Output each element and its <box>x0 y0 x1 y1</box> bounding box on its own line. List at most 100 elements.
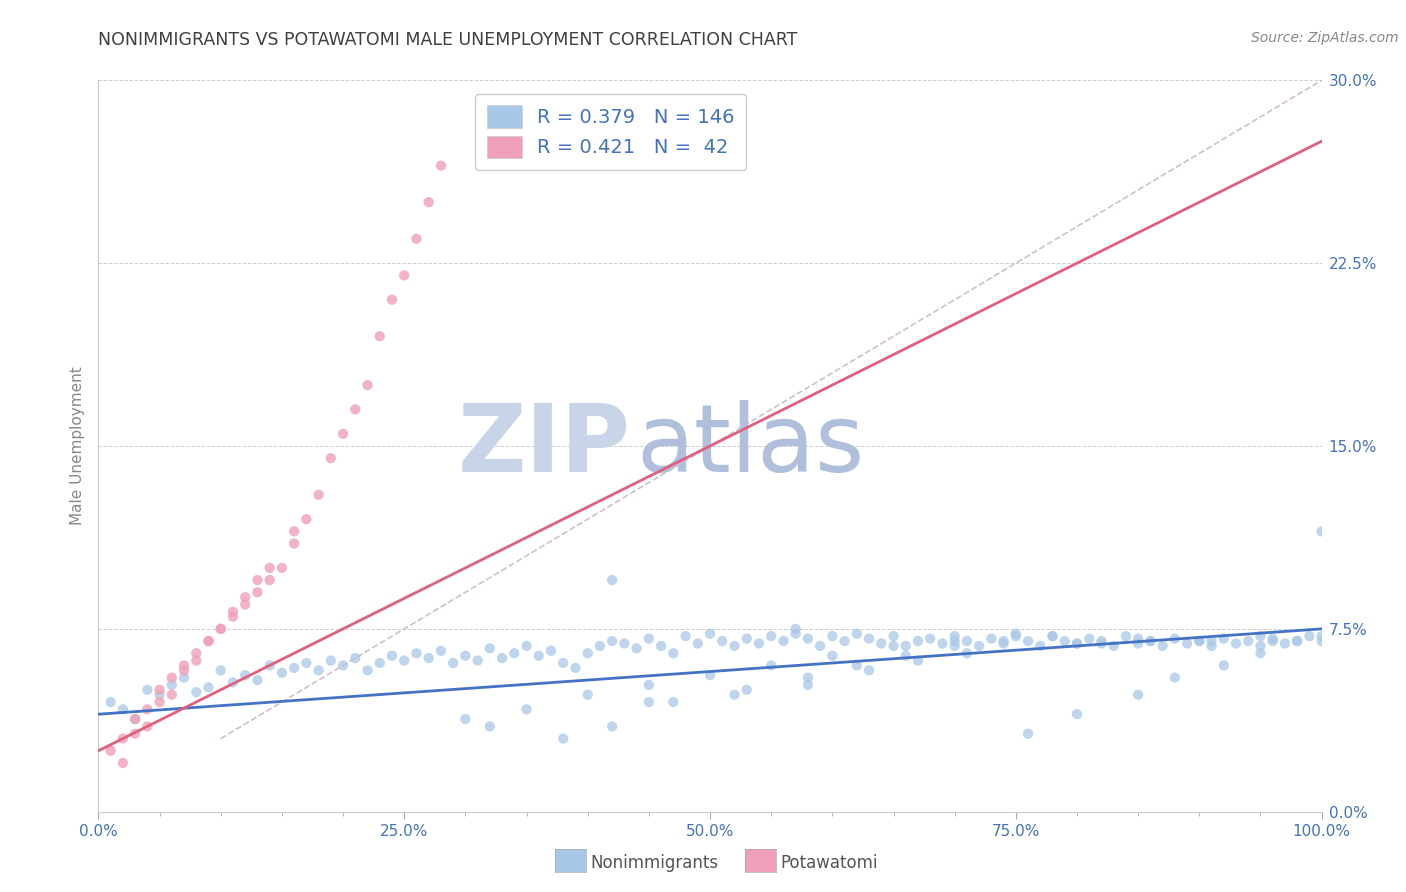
Point <box>368 656 391 670</box>
Text: Nonimmigrants: Nonimmigrants <box>591 854 718 871</box>
Point <box>233 668 256 682</box>
Point <box>845 658 868 673</box>
Point <box>699 668 721 682</box>
Point <box>1029 639 1052 653</box>
Point <box>233 598 256 612</box>
Point <box>1212 632 1234 646</box>
Point <box>894 639 917 653</box>
Point <box>197 681 219 695</box>
Point <box>1250 646 1272 660</box>
Point <box>111 731 134 746</box>
Point <box>967 639 990 653</box>
Point <box>418 195 440 210</box>
Point <box>1017 727 1039 741</box>
Point <box>1152 639 1174 653</box>
Point <box>1042 629 1064 643</box>
Point <box>907 654 929 668</box>
Point <box>149 695 172 709</box>
Point <box>149 682 172 697</box>
Point <box>100 695 122 709</box>
Point <box>136 702 159 716</box>
Point <box>1066 636 1088 650</box>
Point <box>516 639 538 653</box>
Point <box>686 636 709 650</box>
Point <box>1250 639 1272 653</box>
Point <box>858 632 880 646</box>
Point <box>1115 629 1137 643</box>
Point <box>553 656 575 670</box>
Point <box>392 654 416 668</box>
Point <box>1188 634 1211 648</box>
Point <box>600 573 623 587</box>
Point <box>564 661 586 675</box>
Point <box>124 712 146 726</box>
Point <box>283 661 305 675</box>
Point <box>711 634 734 648</box>
Point <box>662 646 685 660</box>
Point <box>111 756 134 770</box>
Point <box>1201 639 1223 653</box>
Point <box>821 648 844 663</box>
Point <box>1237 634 1260 648</box>
Point <box>319 451 342 466</box>
Point <box>246 573 269 587</box>
Point <box>1286 634 1309 648</box>
Point <box>270 561 294 575</box>
Point <box>761 658 783 673</box>
Point <box>478 719 501 733</box>
Point <box>943 639 966 653</box>
Point <box>993 634 1015 648</box>
Point <box>160 688 183 702</box>
Point <box>259 658 281 673</box>
Point <box>931 636 953 650</box>
Point <box>283 524 305 539</box>
Point <box>883 639 905 653</box>
Point <box>430 159 453 173</box>
Point <box>259 573 281 587</box>
Text: NONIMMIGRANTS VS POTAWATOMI MALE UNEMPLOYMENT CORRELATION CHART: NONIMMIGRANTS VS POTAWATOMI MALE UNEMPLO… <box>98 31 797 49</box>
Point <box>332 658 354 673</box>
Point <box>186 685 208 699</box>
Point <box>600 634 623 648</box>
Point <box>870 636 893 650</box>
Point <box>259 561 281 575</box>
Point <box>735 682 758 697</box>
Point <box>173 658 195 673</box>
Point <box>589 639 612 653</box>
Point <box>980 632 1002 646</box>
Point <box>1261 632 1284 646</box>
Point <box>993 636 1015 650</box>
Point <box>344 402 367 417</box>
Point <box>613 636 636 650</box>
Point <box>1164 632 1187 646</box>
Point <box>1017 634 1039 648</box>
Point <box>907 634 929 648</box>
Point <box>1042 629 1064 643</box>
Point <box>834 634 856 648</box>
Point <box>209 622 232 636</box>
Point <box>1078 632 1101 646</box>
Point <box>368 329 391 343</box>
Point <box>772 634 794 648</box>
Point <box>295 656 318 670</box>
Point <box>943 629 966 643</box>
Point <box>197 634 219 648</box>
Point <box>160 678 183 692</box>
Point <box>1286 634 1309 648</box>
Point <box>638 695 661 709</box>
Point <box>1261 634 1284 648</box>
Point <box>149 688 172 702</box>
Point <box>491 651 513 665</box>
Point <box>454 648 477 663</box>
Point <box>1004 626 1026 640</box>
Point <box>1212 658 1234 673</box>
Point <box>136 682 159 697</box>
Point <box>1128 688 1150 702</box>
Point <box>600 719 623 733</box>
Point <box>186 654 208 668</box>
Point <box>699 626 721 640</box>
Point <box>246 585 269 599</box>
Point <box>576 646 599 660</box>
Point <box>454 712 477 726</box>
Point <box>723 639 745 653</box>
